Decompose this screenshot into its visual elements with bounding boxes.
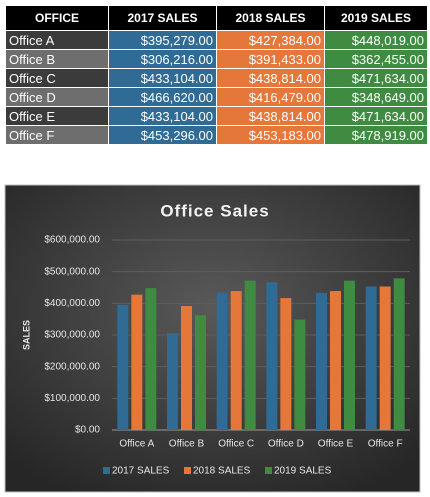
legend-swatch	[184, 467, 191, 474]
sales-cell: $471,634.00	[324, 106, 428, 126]
bar	[330, 291, 341, 430]
bar	[230, 291, 242, 430]
office-cell: Office D	[5, 87, 109, 107]
x-tick-label: Office D	[268, 439, 304, 450]
x-tick-label: Office B	[169, 439, 205, 450]
sales-cell: $453,296.00	[108, 125, 217, 145]
sales-cell: $438,814.00	[216, 68, 325, 88]
y-tick-label: $500,000.00	[44, 266, 100, 277]
bar	[280, 298, 292, 430]
office-cell: Office C	[5, 68, 109, 88]
header-row: OFFICE 2017 SALES 2018 SALES 2019 SALES	[5, 5, 428, 31]
bar	[131, 294, 143, 430]
y-tick-label: $400,000.00	[44, 298, 100, 309]
legend-swatch	[265, 467, 272, 474]
bar	[294, 319, 306, 430]
y-tick-label: $0.00	[75, 425, 100, 436]
legend-label: 2019 SALES	[274, 466, 332, 477]
header-cell: OFFICE	[5, 5, 109, 31]
table-row: Office C $433,104.00 $438,814.00 $471,634.0…	[5, 68, 428, 88]
bar	[316, 292, 327, 430]
office-cell: Office A	[5, 30, 109, 50]
legend-swatch	[103, 467, 110, 474]
y-tick-label: $200,000.00	[44, 361, 100, 372]
table-row: Office D $466,620.00 $416,479.00 $348,649.0…	[5, 87, 428, 107]
sales-cell: $391,433.00	[216, 49, 325, 69]
bar	[181, 306, 192, 430]
bar	[117, 304, 129, 430]
sales-cell: $448,019.00	[324, 30, 428, 50]
x-tick-label: Office A	[119, 439, 154, 450]
y-tick-label: $600,000.00	[44, 235, 100, 246]
header-cell: 2019 SALES	[324, 5, 428, 31]
sales-cell: $348,649.00	[324, 87, 428, 107]
bar	[216, 292, 228, 430]
table-row: Office E $433,104.00 $438,814.00 $471,634.0…	[5, 106, 428, 126]
sales-cell: $427,384.00	[216, 30, 325, 50]
bar	[365, 286, 377, 430]
sales-cell: $433,104.00	[108, 68, 217, 88]
bar	[195, 315, 206, 430]
sales-table: OFFICE 2017 SALES 2018 SALES 2019 SALES Offi…	[5, 5, 428, 145]
table-row: Office F $453,296.00 $453,183.00 $478,919.0…	[5, 125, 428, 145]
bar	[344, 280, 355, 430]
legend-label: 2017 SALES	[112, 466, 170, 477]
sales-cell: $466,620.00	[108, 87, 217, 107]
x-tick-label: Office C	[218, 439, 254, 450]
bar	[244, 280, 256, 430]
sales-cell: $362,455.00	[324, 49, 428, 69]
sales-cell: $416,479.00	[216, 87, 325, 107]
x-tick-label: Office F	[368, 439, 403, 450]
bar	[145, 288, 157, 430]
bar	[167, 333, 178, 430]
bar	[393, 278, 405, 430]
bar	[379, 286, 391, 430]
bar	[266, 282, 278, 430]
chart-title: Office Sales	[160, 201, 269, 220]
legend-label: 2018 SALES	[193, 466, 251, 477]
sales-cell: $433,104.00	[108, 106, 217, 126]
y-tick-label: $100,000.00	[44, 393, 100, 404]
office-cell: Office E	[5, 106, 109, 126]
y-axis-label: SALES	[21, 320, 31, 350]
x-tick-label: Office E	[318, 439, 354, 450]
y-tick-label: $300,000.00	[44, 330, 100, 341]
sales-cell: $478,919.00	[324, 125, 428, 145]
office-cell: Office F	[5, 125, 109, 145]
